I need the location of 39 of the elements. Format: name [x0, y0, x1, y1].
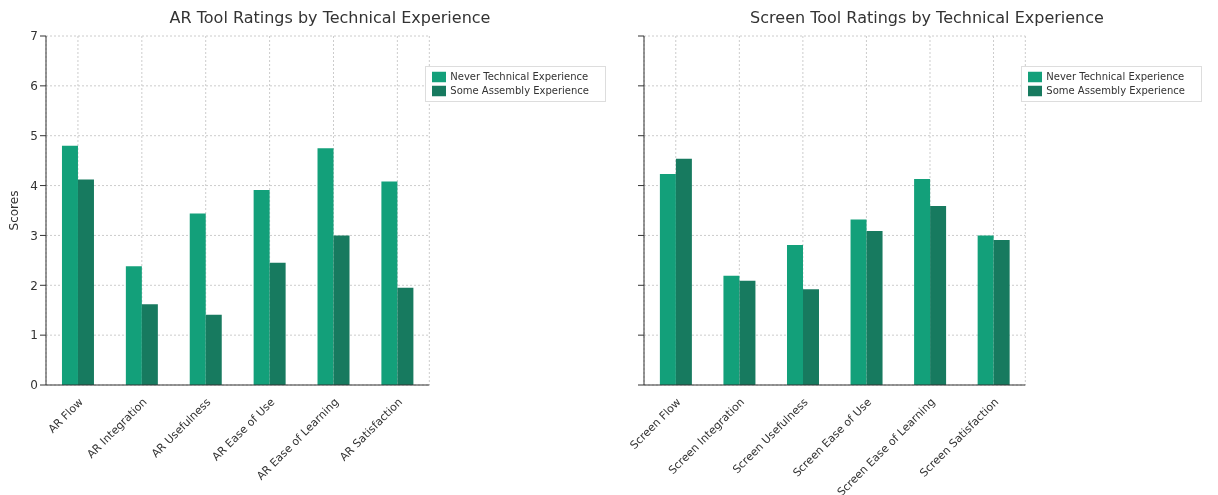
bar: [914, 179, 931, 385]
bar: [253, 190, 270, 385]
bar: [723, 275, 740, 385]
y-tick-label: 5: [30, 128, 38, 143]
chart-title: Screen Tool Ratings by Technical Experience: [749, 8, 1105, 29]
bar: [125, 266, 142, 385]
bar: [141, 304, 158, 385]
bar: [205, 314, 222, 385]
bar: [659, 174, 676, 385]
legend-label: Never Technical Experience: [450, 71, 589, 82]
legend-label: Some Assembly Experience: [1046, 85, 1185, 96]
y-tick-label: 2: [30, 278, 38, 293]
y-tick-label: 4: [30, 178, 38, 193]
bar: [317, 148, 334, 385]
y-tick-label: 1: [30, 328, 38, 343]
bar: [381, 181, 398, 385]
bar: [675, 158, 692, 385]
legend-label: Some Assembly Experience: [450, 85, 589, 96]
bar: [269, 262, 286, 385]
bar: [977, 235, 994, 385]
bar: [866, 230, 883, 385]
chart-title: AR Tool Ratings by Technical Experience: [168, 8, 492, 29]
bar: [397, 287, 414, 385]
bar: [850, 219, 867, 385]
y-tick-label: 7: [30, 29, 38, 44]
bar: [189, 213, 206, 385]
bar: [333, 235, 350, 385]
legend-label: Never Technical Experience: [1046, 71, 1185, 82]
y-tick-label: 0: [30, 378, 38, 393]
bar: [739, 280, 756, 385]
bar: [993, 239, 1010, 385]
y-tick-label: 3: [30, 228, 38, 243]
bar: [61, 145, 78, 385]
bar: [77, 179, 94, 385]
y-tick-label: 6: [30, 79, 38, 94]
bar: [802, 289, 819, 385]
bar: [930, 206, 947, 385]
y-axis-title: Scores: [7, 190, 22, 231]
bar: [786, 244, 803, 385]
